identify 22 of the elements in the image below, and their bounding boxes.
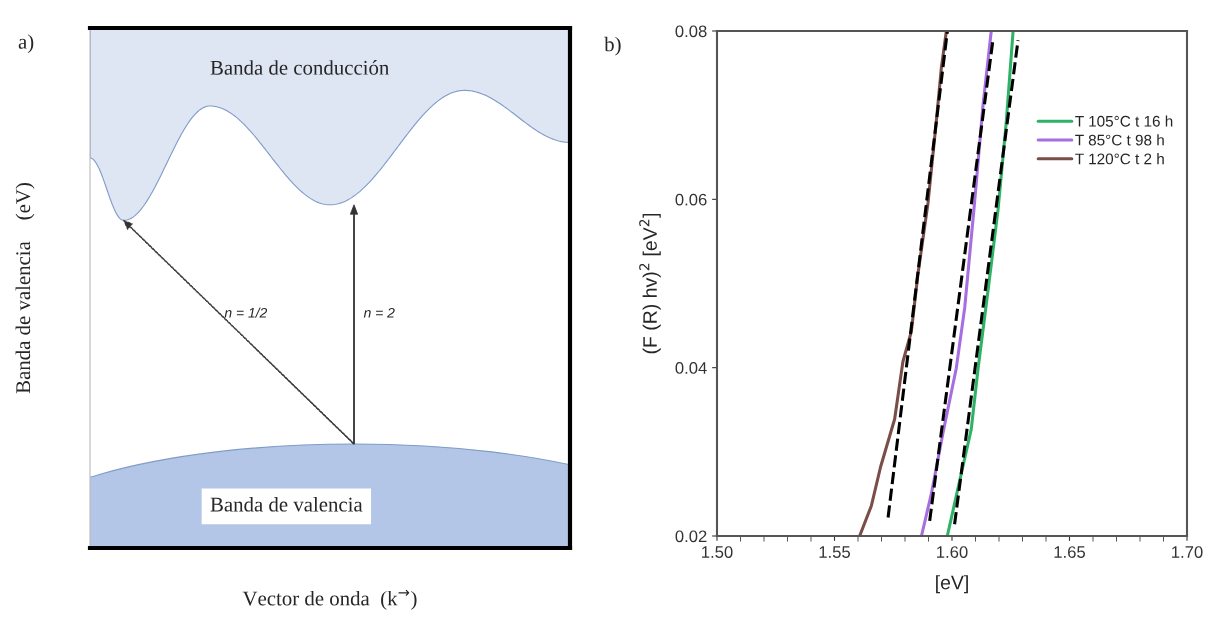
y-tick-label: 0.08 [675,25,707,38]
legend-label: T 120°C t 2 h [1075,153,1164,165]
x-tick-label: 1.65 [1054,546,1086,558]
text: n = 2 [363,307,395,318]
text: Vector de onda (k$^{→}$) [242,589,417,610]
text: a) [18,34,34,54]
text: Banda de valencia (eV) [15,183,35,394]
y-tick-label: 0.02 [675,530,707,543]
legend-label: T 105°C t 16 h [1075,115,1173,127]
y-axis-title: (F (R) hv)$^{2}$ [eV$^{2}$] [639,213,661,354]
y-tick-label: 0.04 [675,362,707,374]
x-tick-label: 1.70 [1172,546,1203,558]
text: Banda de valencia [210,496,363,512]
x-axis-title: [eV] [936,575,968,594]
x-tick-label: 1.60 [937,546,968,558]
legend-label: T 85°C t 98 h [1075,134,1164,146]
x-tick-label: 1.50 [702,546,733,558]
text: b) [604,36,621,56]
text: n = 1/2 [224,307,268,318]
y-tick-label: 0.06 [675,193,707,206]
x-tick-label: 1.55 [819,546,851,558]
text: Banda de conducción [210,60,390,75]
